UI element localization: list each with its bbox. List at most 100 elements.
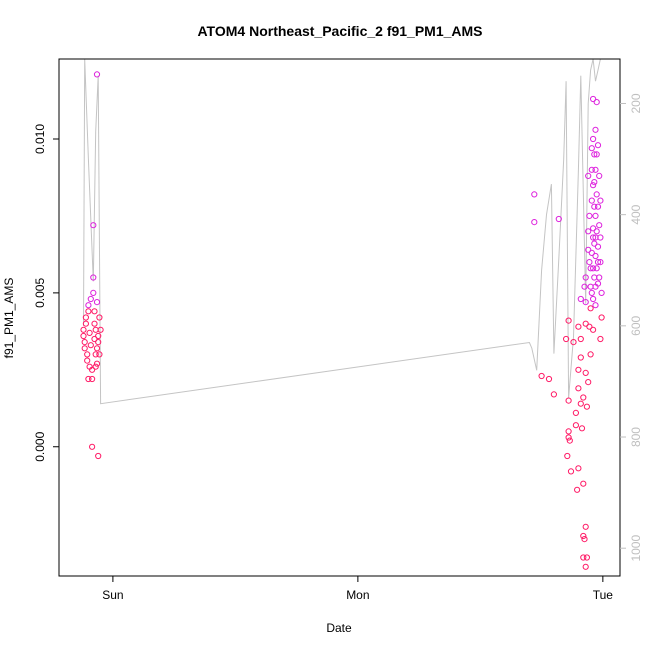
data-point bbox=[591, 240, 598, 247]
data-point bbox=[577, 400, 584, 407]
data-point bbox=[593, 228, 600, 235]
data-point bbox=[594, 142, 602, 149]
data-point bbox=[580, 394, 587, 401]
data-point bbox=[598, 289, 605, 296]
data-point bbox=[91, 335, 98, 343]
data-point bbox=[580, 554, 587, 561]
data-point bbox=[86, 329, 93, 336]
data-point bbox=[597, 197, 604, 204]
data-point bbox=[580, 532, 587, 540]
line-series bbox=[83, 59, 601, 405]
data-point bbox=[570, 339, 577, 346]
x-tick-label: Tue bbox=[593, 588, 614, 602]
right-tick-label: 400 bbox=[629, 204, 643, 224]
y-tick-label: 0.005 bbox=[33, 278, 47, 308]
data-point bbox=[81, 345, 88, 352]
data-point bbox=[597, 259, 604, 266]
data-point bbox=[565, 428, 572, 435]
data-point bbox=[587, 305, 594, 312]
data-point bbox=[565, 317, 572, 324]
data-point bbox=[84, 351, 91, 358]
data-point bbox=[593, 265, 600, 272]
data-point bbox=[81, 339, 88, 346]
right-tick-label: 200 bbox=[629, 93, 643, 113]
data-point bbox=[588, 166, 595, 173]
right-tick-label: 600 bbox=[629, 316, 643, 336]
line-series-path bbox=[83, 59, 601, 405]
data-point bbox=[591, 151, 598, 158]
data-point bbox=[592, 234, 599, 241]
data-point bbox=[581, 283, 588, 290]
data-point bbox=[577, 354, 584, 361]
data-point bbox=[593, 151, 600, 158]
data-point bbox=[563, 335, 570, 343]
data-point bbox=[590, 265, 597, 272]
data-point bbox=[588, 249, 595, 256]
data-point bbox=[590, 182, 597, 189]
data-point bbox=[92, 351, 99, 358]
data-point bbox=[85, 302, 92, 309]
data-point bbox=[597, 335, 604, 343]
data-point bbox=[596, 222, 603, 229]
data-point bbox=[538, 372, 545, 380]
data-point bbox=[93, 360, 101, 367]
data-point bbox=[587, 265, 594, 272]
data-point bbox=[590, 234, 597, 241]
data-point bbox=[95, 452, 102, 460]
data-point bbox=[582, 523, 589, 530]
data-point bbox=[577, 295, 584, 303]
data-point bbox=[574, 486, 581, 493]
data-point bbox=[555, 215, 562, 223]
data-point bbox=[572, 409, 580, 416]
data-point bbox=[591, 179, 598, 186]
data-point bbox=[575, 385, 582, 392]
data-point bbox=[583, 403, 591, 410]
data-point bbox=[592, 126, 599, 133]
data-point bbox=[567, 468, 575, 475]
data-point bbox=[591, 203, 598, 210]
data-point bbox=[586, 259, 593, 266]
data-point bbox=[586, 212, 593, 219]
data-point bbox=[92, 363, 99, 370]
data-point bbox=[592, 212, 599, 219]
data-point bbox=[582, 320, 589, 327]
data-point bbox=[582, 369, 589, 376]
data-point bbox=[565, 434, 572, 441]
data-point bbox=[575, 465, 582, 472]
chart-title: ATOM4 Northeast_Pacific_2 f91_PM1_AMS bbox=[197, 23, 482, 39]
x-tick-label: Sun bbox=[102, 588, 123, 602]
data-point bbox=[592, 302, 599, 309]
data-point bbox=[531, 219, 538, 226]
data-point bbox=[590, 135, 597, 143]
data-point bbox=[95, 332, 102, 340]
data-point bbox=[592, 252, 599, 260]
data-point bbox=[586, 323, 593, 330]
data-point bbox=[588, 289, 595, 296]
data-point bbox=[596, 274, 603, 281]
data-point bbox=[566, 437, 573, 444]
data-point bbox=[588, 145, 595, 152]
data-point bbox=[89, 366, 96, 373]
data-point bbox=[575, 323, 582, 330]
data-point bbox=[87, 295, 94, 303]
data-point bbox=[96, 351, 103, 358]
y-axis-label: f91_PM1_AMS bbox=[2, 278, 16, 359]
data-point bbox=[588, 197, 595, 204]
data-point bbox=[93, 345, 101, 352]
y-tick-label: 0.010 bbox=[33, 124, 47, 154]
data-point bbox=[578, 425, 586, 432]
data-point bbox=[82, 314, 90, 321]
data-point bbox=[90, 222, 97, 229]
data-point bbox=[580, 480, 587, 487]
data-point bbox=[531, 191, 538, 198]
x-axis: Sun Mon Tue bbox=[102, 576, 613, 602]
data-point bbox=[590, 95, 597, 103]
data-point bbox=[565, 397, 572, 404]
y-tick-label: 0.000 bbox=[33, 431, 47, 461]
data-point bbox=[596, 172, 603, 179]
scatter-points bbox=[80, 71, 605, 570]
data-point bbox=[564, 452, 571, 460]
data-point bbox=[91, 308, 98, 315]
data-point bbox=[583, 554, 591, 561]
data-point bbox=[80, 332, 87, 340]
